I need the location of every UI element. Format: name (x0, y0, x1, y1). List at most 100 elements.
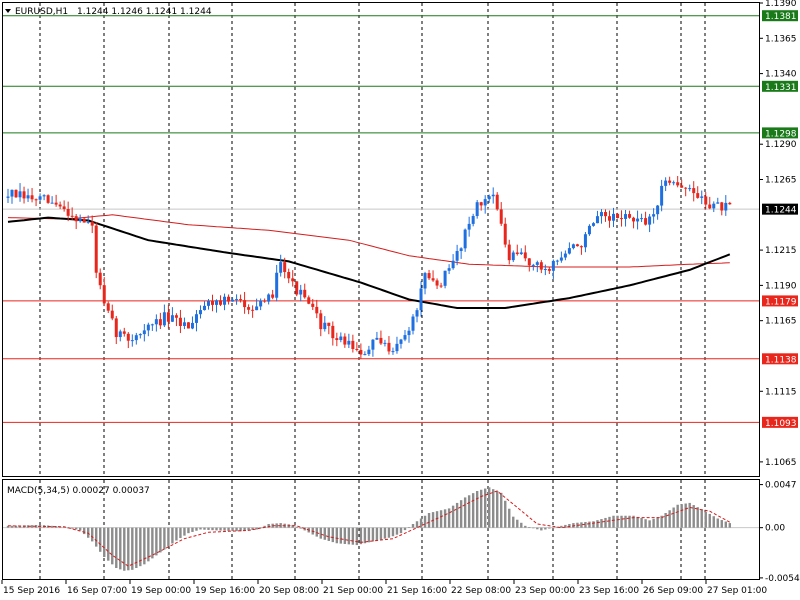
candle-body (271, 294, 275, 298)
candle-body (391, 351, 395, 353)
candle-body (78, 218, 82, 222)
macd-bar (668, 510, 671, 528)
candle-body (664, 180, 668, 186)
candle-body (451, 260, 455, 269)
macd-bar (327, 527, 330, 541)
candle-body (34, 199, 38, 201)
candle-body (435, 280, 439, 286)
macd-bar (700, 509, 703, 528)
macd-bar (279, 523, 282, 528)
macd-bar (467, 495, 471, 528)
triangle-down-icon[interactable] (5, 9, 11, 13)
macd-bar (99, 527, 102, 552)
macd-bar (532, 527, 535, 529)
candle-body (423, 273, 427, 289)
candle-body (535, 262, 539, 265)
candle-body (158, 319, 162, 326)
candle-body (523, 252, 527, 259)
macd-bar (315, 527, 318, 537)
macd-bar (592, 521, 595, 528)
macd-bar (387, 527, 391, 538)
macd-bar (235, 527, 238, 532)
macd-bar (496, 491, 499, 528)
macd-bar (624, 515, 627, 528)
x-tick-label: 23 Sep 16:00 (579, 586, 639, 596)
macd-bar (728, 523, 731, 528)
candle-body (555, 260, 559, 262)
macd-bar (596, 520, 599, 528)
macd-bar (708, 513, 711, 528)
candle-body (688, 188, 692, 190)
candle-body (383, 342, 387, 344)
macd-panel-frame (2, 479, 760, 580)
candle-body (110, 310, 114, 319)
macd-bar (263, 525, 266, 528)
macd-bar (199, 527, 202, 530)
macd-bar (243, 527, 246, 531)
candle-body (307, 297, 311, 304)
macd-bar (648, 520, 651, 528)
candle-body (351, 340, 355, 349)
candle-body (599, 212, 603, 217)
macd-bar (151, 527, 154, 559)
macd-bar (544, 527, 547, 530)
macd-bar (391, 527, 395, 537)
macd-bar (351, 527, 355, 545)
candle-body (475, 202, 479, 216)
candle-body (411, 316, 415, 331)
macd-bar (379, 527, 383, 540)
macd-bar (70, 527, 74, 529)
candle-body (178, 317, 182, 326)
macd-bar (459, 500, 463, 528)
macd-bar (163, 527, 166, 550)
macd-bar (524, 525, 527, 528)
macd-bar (143, 527, 146, 565)
candle-body (724, 202, 728, 211)
candle-body (547, 269, 551, 271)
candle-body (491, 194, 495, 197)
macd-bar (371, 527, 375, 542)
x-tick-label: 26 Sep 09:00 (643, 586, 703, 596)
candle-body (279, 262, 283, 273)
level-price-label: 1.1138 (765, 355, 797, 365)
level-price-label: 1.1298 (765, 129, 797, 139)
candle-body (283, 262, 287, 273)
y-tick-label: 1.1065 (765, 458, 797, 468)
macd-bar (74, 527, 78, 530)
macd-bar (275, 523, 278, 528)
candle-body (676, 182, 680, 186)
x-tick-label: 20 Sep 08:00 (259, 586, 319, 596)
level-price-label: 1.1381 (765, 12, 797, 22)
macd-bar (588, 521, 591, 528)
candle-body (82, 218, 86, 223)
candle-body (323, 322, 327, 330)
macd-bar (644, 519, 647, 528)
current-price-tag (762, 203, 798, 215)
candle-body (467, 223, 471, 230)
candle-body (58, 204, 62, 207)
candle-body (339, 336, 343, 341)
x-tick-label: 19 Sep 00:00 (131, 586, 191, 596)
macd-bar (508, 508, 511, 528)
macd-bar (155, 527, 158, 556)
level-price-tag (762, 295, 798, 307)
candle-body (403, 335, 407, 340)
candle-body (439, 285, 443, 287)
macd-bar (536, 527, 539, 530)
macd-bar (640, 518, 643, 528)
y-tick-label: 1.1265 (765, 175, 797, 185)
macd-bar (219, 527, 222, 531)
candle-body (319, 313, 323, 330)
y-tick-label: 1.1340 (765, 70, 797, 80)
candle-body (507, 244, 511, 261)
candle-body (38, 196, 42, 200)
macd-bar (632, 515, 635, 528)
level-price-tag (762, 127, 798, 139)
macd-bar (187, 527, 190, 534)
level-price-label: 1.1331 (765, 83, 797, 93)
macd-bar (131, 527, 134, 570)
candle-body (371, 339, 375, 350)
macd-bar (516, 519, 519, 528)
level-price-tag (762, 353, 798, 365)
